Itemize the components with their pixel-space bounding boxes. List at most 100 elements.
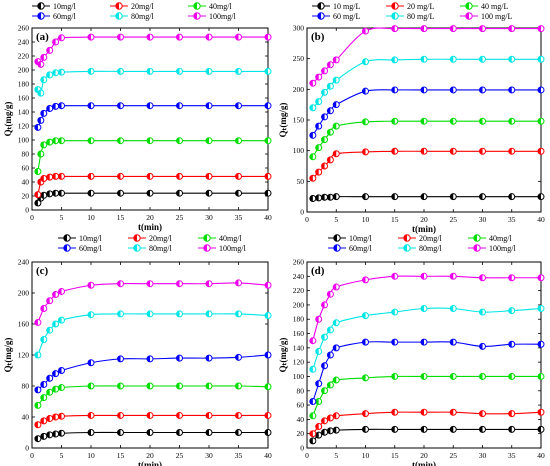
y-tick-label: 20: [297, 429, 305, 438]
data-point: [176, 189, 183, 197]
data-point: [58, 172, 65, 180]
data-point: [309, 412, 317, 420]
data-point: [235, 33, 242, 41]
data-point: [58, 384, 65, 392]
data-point: [205, 172, 213, 180]
legend-marker: [63, 234, 71, 242]
legend-marker: [203, 244, 211, 252]
legend-marker: [133, 234, 141, 242]
legend-entry: 100mg/l: [188, 12, 236, 21]
legend-label: 60mg/l: [79, 244, 102, 253]
data-point: [40, 394, 48, 402]
y-tick-label: 0: [300, 208, 304, 217]
y-tick-label: 40: [22, 413, 30, 422]
data-point: [205, 280, 213, 288]
y-tick-label: 160: [293, 329, 305, 338]
data-point: [449, 408, 457, 416]
data-point: [420, 408, 428, 416]
data-point: [362, 148, 369, 156]
series-0: [309, 193, 545, 203]
data-point: [449, 338, 457, 346]
legend-entry: 10mg/l: [328, 234, 372, 243]
data-point: [235, 189, 242, 197]
data-point: [309, 104, 317, 112]
data-point: [235, 67, 242, 75]
legend-entry: 80 mg/L: [386, 12, 434, 21]
legend-entry: 100 mg/L: [460, 12, 512, 21]
x-tick-label: 25: [176, 213, 184, 222]
y-tick-label: 250: [293, 54, 305, 63]
data-point: [326, 107, 334, 115]
legend-label: 60mg/l: [53, 12, 76, 21]
data-point: [321, 333, 329, 341]
legend-label: 10 mg/L: [333, 2, 360, 11]
data-point: [479, 25, 486, 33]
data-point: [449, 55, 457, 63]
legend-label: 100 mg/L: [481, 12, 512, 21]
data-point: [176, 310, 183, 318]
y-tick-label: 150: [293, 116, 305, 125]
x-tick-label: 5: [60, 451, 64, 460]
data-point: [264, 383, 272, 391]
data-point: [537, 274, 545, 282]
series-1: [34, 411, 272, 429]
legend-marker: [317, 2, 325, 10]
data-point: [52, 370, 60, 378]
data-point: [326, 290, 334, 298]
data-point: [52, 137, 60, 145]
y-tick-label: 0: [300, 444, 304, 453]
data-point: [264, 311, 272, 319]
legend-label: 100mg/l: [489, 244, 516, 253]
data-point: [332, 344, 340, 352]
data-point: [205, 411, 213, 419]
data-point: [46, 431, 54, 439]
chart-panel-1: 0 5 10 15 20 25 30 35 40 0 50 100 150 200 250 300 t(min)…: [278, 2, 545, 234]
data-point: [46, 374, 54, 382]
legend-entry: 20mg/l: [398, 234, 442, 243]
data-point: [449, 272, 457, 280]
y-tick-label: 50: [297, 177, 305, 186]
y-tick-label: 120: [18, 122, 30, 131]
x-tick-label: 5: [334, 215, 338, 224]
legend-entry: 60mg/l: [32, 12, 76, 21]
series-line: [37, 140, 268, 172]
data-point: [46, 105, 54, 112]
data-point: [508, 193, 516, 201]
legend-entry: 60mg/l: [58, 244, 102, 253]
data-point: [235, 310, 242, 318]
y-tick-label: 80: [22, 150, 30, 159]
y-tick-label: 60: [22, 164, 30, 173]
data-point: [46, 415, 54, 423]
data-point: [87, 172, 95, 180]
data-point: [146, 67, 154, 75]
data-point: [309, 79, 317, 87]
data-point: [87, 137, 95, 145]
legend-entry: 20mg/l: [110, 2, 154, 11]
data-point: [37, 116, 45, 124]
data-point: [146, 280, 154, 288]
data-point: [40, 432, 48, 440]
data-point: [176, 354, 183, 362]
x-tick-label: 0: [305, 451, 309, 460]
data-point: [264, 189, 272, 197]
series-4: [309, 55, 545, 112]
legend-marker: [333, 234, 341, 242]
data-point: [40, 53, 48, 61]
legend-label: 10mg/l: [53, 2, 76, 11]
data-point: [391, 308, 399, 316]
legend-marker: [391, 2, 399, 10]
y-axis-title: Qₜ(mg/g): [278, 103, 288, 138]
data-point: [146, 411, 154, 419]
data-point: [315, 423, 323, 431]
data-point: [309, 430, 317, 438]
data-point: [117, 172, 124, 180]
data-point: [420, 55, 428, 63]
x-tick-label: 40: [537, 451, 545, 460]
y-tick-label: 180: [293, 315, 305, 324]
data-point: [40, 380, 48, 388]
legend-label: 80 mg/L: [407, 12, 434, 21]
legend-marker: [115, 12, 123, 20]
y-tick-label: 260: [293, 258, 305, 267]
data-point: [420, 272, 428, 280]
data-point: [321, 162, 329, 170]
